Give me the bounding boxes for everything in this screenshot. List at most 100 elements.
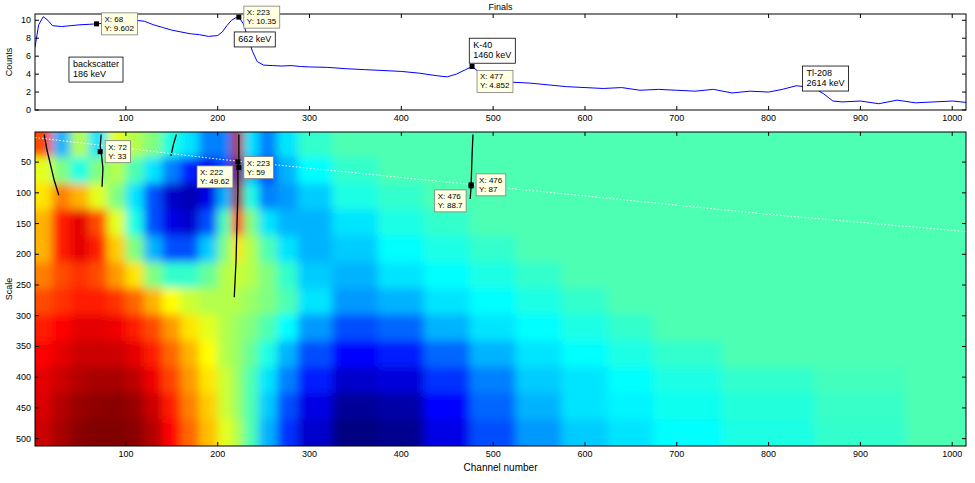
datatip-label: X: 477	[480, 72, 504, 81]
heat-cell	[180, 132, 199, 158]
heat-cell	[332, 132, 379, 158]
heat-cell	[243, 419, 259, 446]
heat-cell	[814, 367, 907, 394]
heat-cell	[52, 132, 71, 158]
heat-cell	[144, 183, 163, 210]
heat-cell	[470, 367, 517, 394]
x-tick	[125, 106, 126, 110]
heat-cell	[378, 210, 425, 237]
datatip-label: X: 223	[247, 8, 271, 17]
heat-cell	[162, 419, 181, 446]
heat-cell	[243, 132, 259, 158]
heat-cell	[562, 393, 609, 420]
y-tick	[35, 162, 39, 163]
heat-cell	[35, 262, 53, 289]
heat-cell	[424, 314, 471, 341]
heat-cell	[259, 393, 278, 420]
heat-cell	[470, 288, 517, 315]
heat-cell	[906, 393, 966, 420]
datatip-box	[197, 166, 233, 188]
heat-cell	[217, 393, 233, 420]
heat-cell	[653, 262, 723, 289]
x-tick	[217, 106, 218, 110]
heat-cell	[162, 288, 181, 315]
heat-cell	[722, 393, 815, 420]
heat-cell	[516, 393, 563, 420]
x-tick	[493, 442, 494, 446]
y-tick-label: 500	[16, 434, 31, 444]
heat-cell	[607, 341, 654, 368]
heat-cell	[70, 210, 89, 237]
heat-cell	[70, 262, 89, 289]
heat-cell	[217, 314, 233, 341]
annotation: Tl-2082614 keV	[803, 66, 849, 91]
heat-cell	[470, 393, 517, 420]
annotation-text: 1460 keV	[473, 50, 511, 60]
x-tick	[676, 106, 677, 110]
heat-cell	[217, 236, 233, 263]
heat-cell	[35, 288, 53, 315]
heat-cell	[107, 288, 126, 315]
heat-cell	[259, 314, 278, 341]
heat-cell	[125, 419, 144, 446]
x-tick	[584, 442, 585, 446]
x-tick-label: 700	[669, 449, 684, 459]
heat-cell	[199, 419, 218, 446]
heat-cell	[232, 367, 244, 394]
heat-cell	[89, 341, 108, 368]
heat-cell	[378, 393, 425, 420]
heat-cell	[562, 288, 609, 315]
heat-cell	[424, 288, 471, 315]
heat-cell	[516, 262, 563, 289]
datatip-label: Y: 87	[479, 185, 498, 194]
heat-cell	[722, 157, 815, 184]
heat-cell	[259, 132, 278, 158]
heat-cell	[607, 367, 654, 394]
heat-cell	[144, 314, 163, 341]
x-tick	[309, 14, 310, 18]
x-axis-title: Channel number	[464, 462, 539, 473]
datatip-label: Y: 4.852	[480, 81, 510, 90]
heat-cell	[243, 367, 259, 394]
y-tick	[962, 110, 966, 111]
heat-cell	[653, 419, 723, 446]
y-tick	[35, 92, 39, 93]
heat-cell	[653, 210, 723, 237]
heat-cell	[424, 132, 471, 158]
heat-cell	[814, 314, 907, 341]
heat-cell	[199, 132, 218, 158]
heat-cell	[562, 314, 609, 341]
heat-cell	[516, 183, 563, 210]
datatip: X: 476Y: 88.7	[435, 190, 466, 212]
heat-cell	[70, 132, 89, 158]
x-tick	[217, 442, 218, 446]
heat-cell	[424, 341, 471, 368]
heat-cell	[722, 132, 815, 158]
heat-cell	[162, 341, 181, 368]
heat-cell	[259, 341, 278, 368]
datatip: X: 476Y: 87	[476, 174, 506, 196]
x-tick-label: 900	[853, 113, 868, 123]
heat-cell	[298, 419, 333, 446]
heat-cell	[653, 393, 723, 420]
heat-cell	[107, 210, 126, 237]
heat-cell	[562, 183, 609, 210]
heat-cell	[516, 419, 563, 446]
heat-cell	[722, 419, 815, 446]
heat-cell	[562, 236, 609, 263]
heat-cell	[70, 314, 89, 341]
heat-cell	[35, 183, 53, 210]
heat-cell	[653, 157, 723, 184]
heat-cell	[144, 341, 163, 368]
datatip-label: Y: 10.35	[247, 17, 277, 26]
datatip-label: X: 476	[438, 192, 462, 201]
heat-cell	[243, 236, 259, 263]
heat-cell	[107, 314, 126, 341]
heat-cell	[378, 157, 425, 184]
heat-cell	[144, 393, 163, 420]
y-tick	[35, 254, 39, 255]
heat-cell	[653, 341, 723, 368]
heat-cell	[70, 419, 89, 446]
heat-cell	[232, 262, 244, 289]
annotation-box	[69, 57, 123, 82]
